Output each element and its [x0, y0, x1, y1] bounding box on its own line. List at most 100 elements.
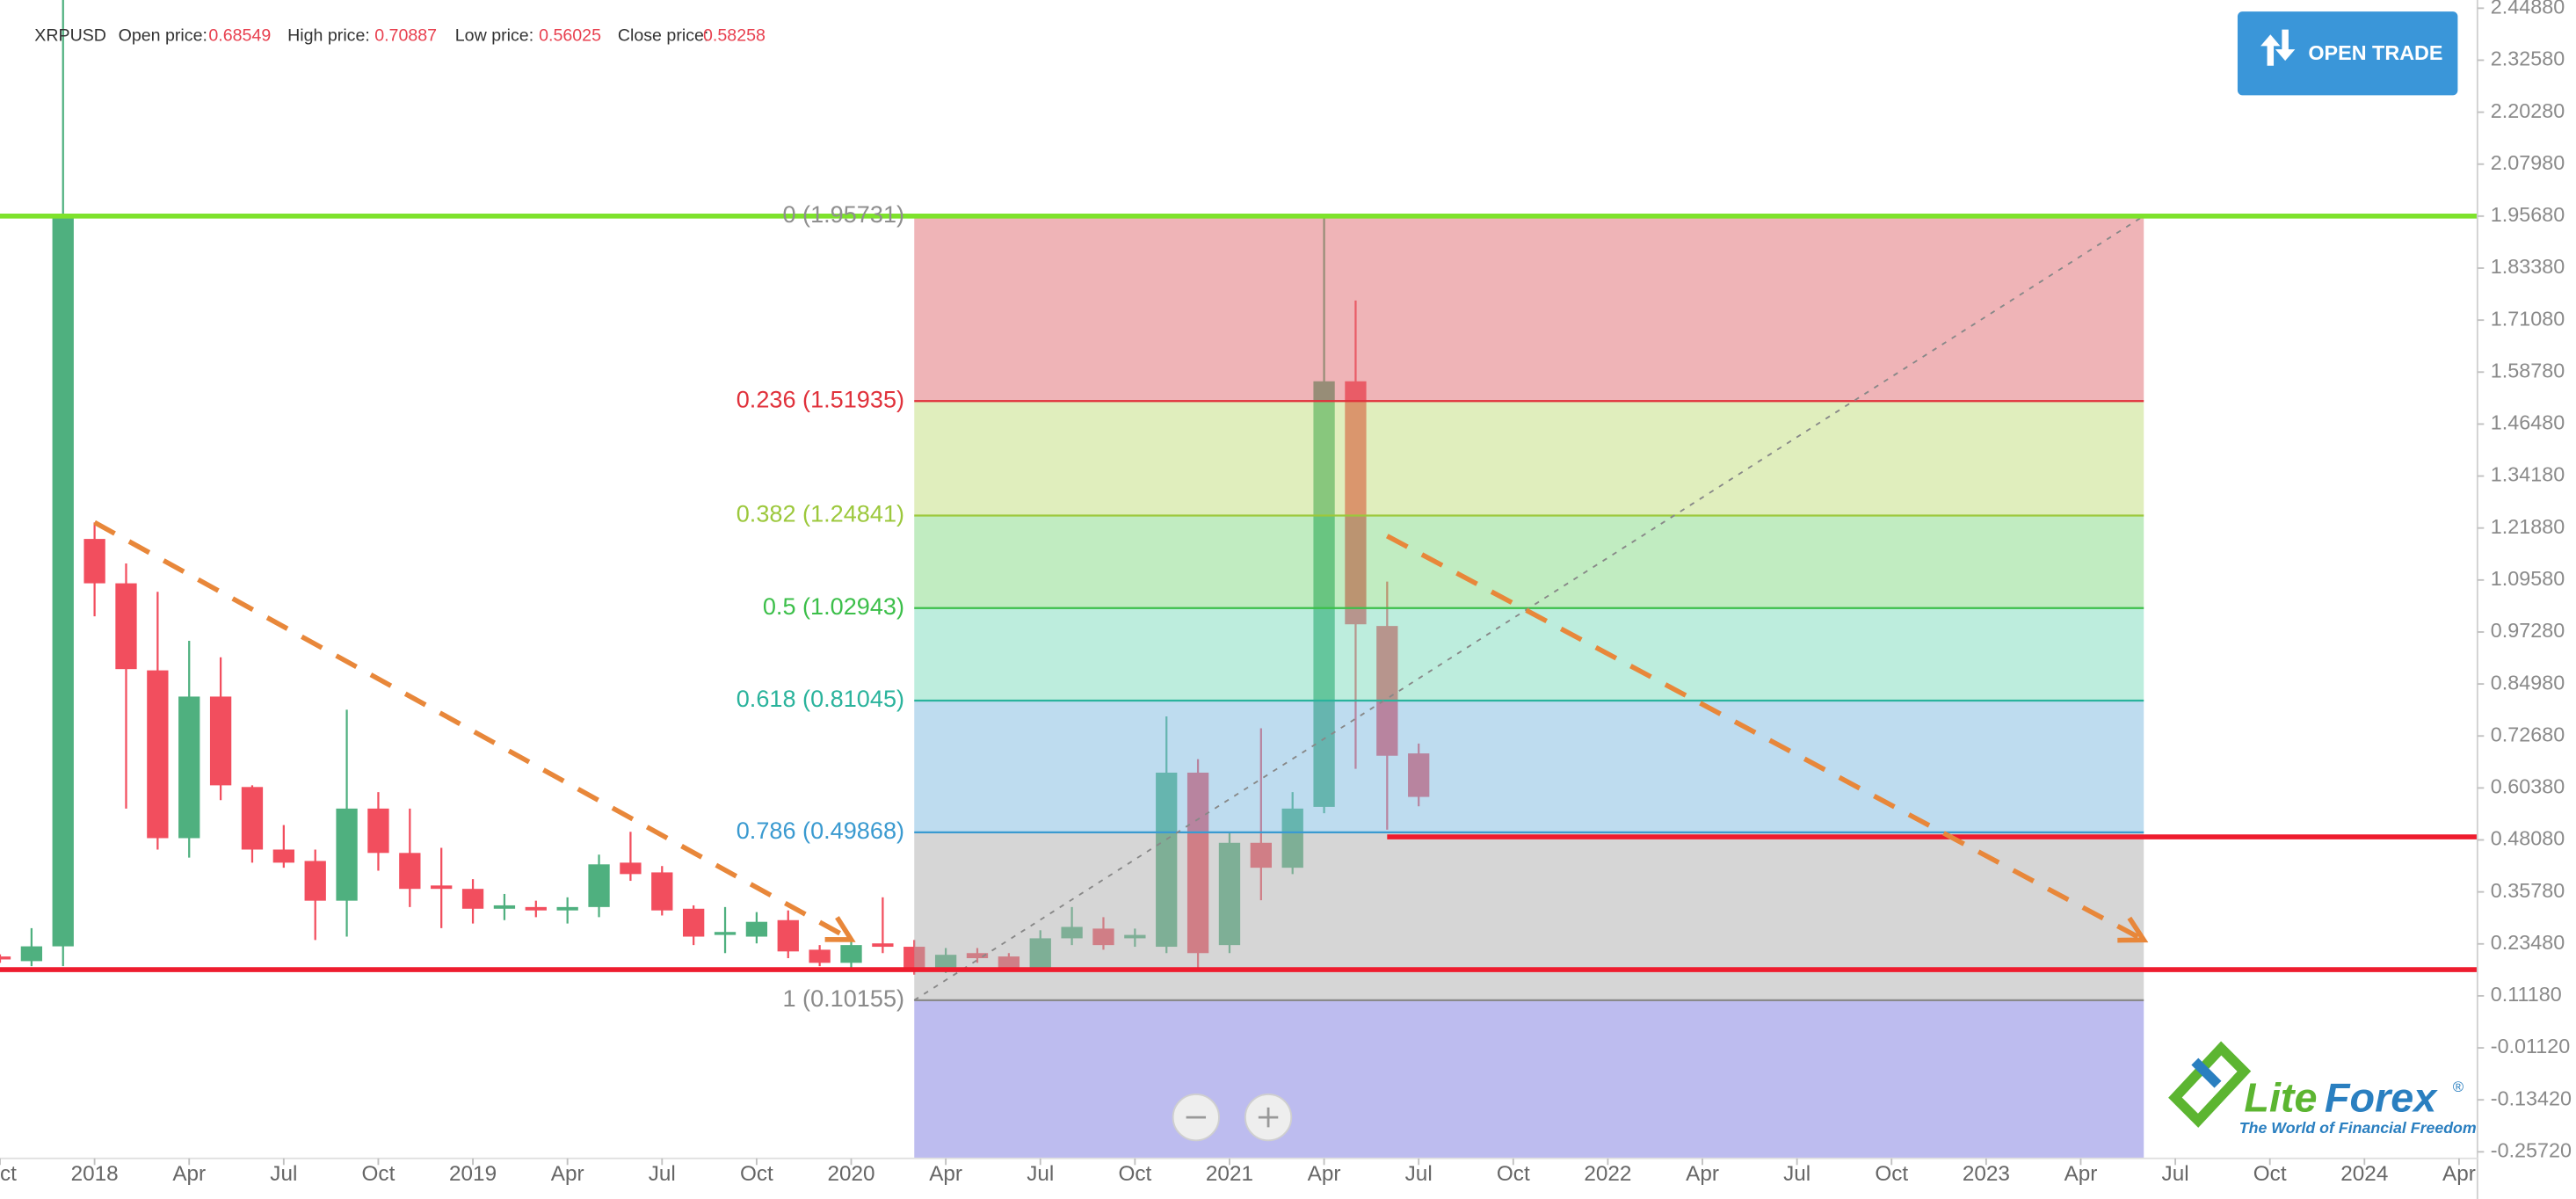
button-icon[interactable] — [2260, 29, 2296, 66]
x-tick-label: Apr — [551, 1162, 584, 1186]
close-value: 0.58258 — [703, 25, 766, 45]
y-tick-label: 1.46480 — [2491, 411, 2565, 434]
y-tick-label: 0.84980 — [2491, 671, 2565, 694]
plot-area — [0, 0, 2478, 1159]
button-label[interactable]: OPEN TRADE — [2308, 41, 2442, 64]
x-tick-label: Oct — [2253, 1162, 2287, 1186]
fib-level-label: 0.786 (0.49868) — [737, 817, 904, 844]
logo: Lite Forex ® The World of Financial Free… — [2168, 1041, 2477, 1137]
zoom-in[interactable] — [1244, 1093, 1293, 1142]
logo-text-forex: Forex — [2325, 1075, 2438, 1121]
y-tick-label: 1.09580 — [2491, 567, 2565, 590]
candle-body — [809, 949, 831, 963]
candle-body — [336, 808, 358, 901]
x-tick-label: Jul — [1027, 1162, 1054, 1186]
candle-body — [147, 670, 169, 839]
zoom-in-icon[interactable] — [1258, 1107, 1279, 1128]
y-tick-label: -0.01120 — [2491, 1035, 2570, 1057]
candle-body — [115, 583, 137, 670]
candle-body — [431, 885, 453, 890]
candle-body — [714, 932, 737, 935]
open-trade-button[interactable]: OPEN TRADE — [2237, 11, 2458, 96]
candle-body — [461, 889, 484, 909]
fib-zone — [914, 215, 2144, 402]
candle-body — [20, 946, 43, 962]
y-tick-label: 0.11180 — [2491, 983, 2562, 1006]
y-tick-label: 2.44880 — [2491, 0, 2565, 18]
candle-body — [620, 862, 642, 875]
logo-tagline: The World of Financial Freedom — [2239, 1119, 2477, 1137]
x-tick-label: Apr — [1686, 1162, 1719, 1186]
candle-body — [556, 906, 578, 911]
fib-zone — [914, 999, 2144, 1159]
x-tick-label: 2024 — [2340, 1162, 2388, 1186]
y-tick-label: 1.58780 — [2491, 359, 2565, 382]
x-tick-label: Oct — [1875, 1162, 1908, 1186]
high-value: 0.70887 — [374, 25, 437, 45]
candle-body — [178, 696, 200, 839]
logo-text-lite: Lite — [2244, 1075, 2317, 1121]
button-background[interactable] — [2237, 11, 2458, 96]
open-label: Open price: — [119, 25, 207, 45]
x-tick-label: Jul — [649, 1162, 676, 1186]
candle-body — [241, 787, 264, 850]
arrow-head — [824, 916, 856, 942]
x-tick-label: 2018 — [71, 1162, 119, 1186]
x-tick-label: 2023 — [1963, 1162, 2010, 1186]
candle-body — [872, 943, 894, 948]
arrow-head — [2117, 916, 2149, 943]
fib-zone — [914, 607, 2144, 701]
fib-level-label: 0.382 (1.24841) — [737, 500, 904, 527]
candle-body — [304, 861, 326, 901]
header: XRPUSD Open price: 0.68549 High price: 0… — [34, 25, 766, 45]
logo-mark — [2168, 1041, 2252, 1128]
x-tick-label: Jul — [1783, 1162, 1810, 1186]
y-tick-label: 0.35780 — [2491, 879, 2565, 902]
candle-body — [683, 908, 705, 937]
high-label: High price: — [287, 25, 370, 45]
zoom-controls — [1172, 1093, 1293, 1142]
x-tick-label: Apr — [172, 1162, 206, 1186]
x-tick-label: 2021 — [1206, 1162, 1253, 1186]
symbol: XRPUSD — [34, 25, 106, 45]
x-tick-label: Jul — [2162, 1162, 2189, 1186]
x-tick-label: Oct — [1118, 1162, 1151, 1186]
logo-registered: ® — [2453, 1079, 2464, 1095]
x-tick-label: Oct — [0, 1162, 17, 1186]
fib-level-label: 0.5 (1.02943) — [763, 592, 904, 620]
y-tick-label: 0.23480 — [2491, 931, 2565, 954]
candle-body — [840, 945, 862, 963]
open-value: 0.68549 — [208, 25, 271, 45]
fib-zone — [914, 401, 2144, 516]
fib-level-label: 0.236 (1.51935) — [737, 385, 904, 412]
candle-body — [52, 214, 74, 947]
y-tick-label: 0.97280 — [2491, 619, 2565, 642]
y-tick-label: 2.20280 — [2491, 99, 2565, 122]
x-tick-label: Jul — [1405, 1162, 1433, 1186]
y-tick-label: 2.32580 — [2491, 47, 2565, 70]
fib-level-label: 1 (0.10155) — [782, 985, 904, 1012]
candle-body — [777, 919, 799, 952]
zoom-out[interactable] — [1172, 1093, 1220, 1142]
x-tick-label: 2020 — [827, 1162, 874, 1186]
trend-arrow — [93, 520, 853, 942]
y-tick-label: 1.83380 — [2491, 255, 2565, 278]
x-tick-label: Apr — [2442, 1162, 2476, 1186]
fib-level-label: 0.618 (0.81045) — [737, 685, 904, 712]
x-tick-label: Oct — [1497, 1162, 1530, 1186]
candle-body — [588, 864, 610, 907]
fib-level-label: 0 (1.95731) — [782, 200, 904, 228]
fib-zone — [914, 832, 2144, 1000]
x-tick-label: Jul — [270, 1162, 297, 1186]
y-tick-label: 1.34180 — [2491, 463, 2565, 486]
x-tick-label: Apr — [929, 1162, 962, 1186]
candle-body — [651, 872, 673, 911]
y-tick-label: 1.21880 — [2491, 515, 2565, 538]
close-label: Close price: — [618, 25, 709, 45]
logo-mark-accent — [2191, 1057, 2222, 1088]
x-tick-label: Oct — [362, 1162, 395, 1186]
candle-body — [83, 539, 105, 584]
candle-body — [367, 808, 389, 854]
candle-body — [272, 849, 294, 863]
y-tick-label: 2.07980 — [2491, 151, 2565, 174]
